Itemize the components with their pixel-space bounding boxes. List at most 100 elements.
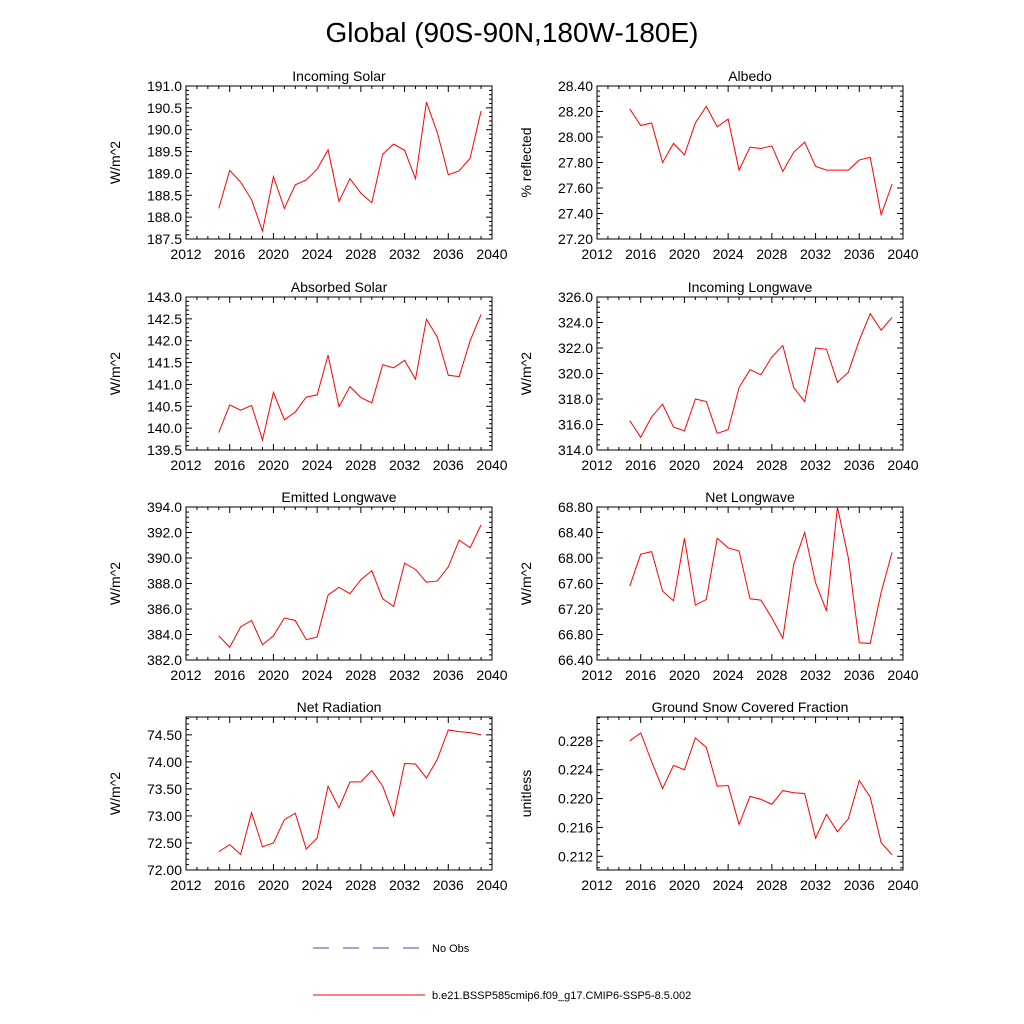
x-tick-label: 2020 [669, 877, 700, 893]
x-tick-label: 2036 [433, 667, 464, 683]
legend-model-label: b.e21.BSSP585cmip6.f09_g17.CMIP6-SSP5-8.… [432, 990, 691, 1002]
y-tick-label: 143.0 [147, 289, 182, 305]
x-tick-label: 2012 [581, 667, 612, 683]
x-tick-label: 2028 [345, 457, 376, 473]
x-tick-label: 2020 [258, 667, 289, 683]
plot-frame [596, 296, 904, 451]
series-line [218, 729, 482, 856]
x-tick-label: 2024 [713, 457, 744, 473]
panel-title: Incoming Longwave [688, 279, 813, 295]
y-tick-label: 191.0 [147, 78, 182, 94]
x-tick-label: 2032 [389, 877, 420, 893]
y-tick-label: 73.00 [147, 808, 182, 824]
y-tick-label: 66.80 [558, 627, 593, 643]
y-axis-label: W/m^2 [518, 352, 534, 395]
chart-panel-7: Net Radiation W/m^2 2012 2016 2020 2024 2028 20… [107, 699, 508, 893]
x-tick-label: 2024 [713, 877, 744, 893]
legend: No Obs b.e21.BSSP585cmip6.f09_g17.CMIP6-… [313, 943, 691, 1002]
y-tick-label: 318.0 [558, 391, 593, 407]
x-tick-label: 2032 [800, 246, 831, 262]
x-tick-label: 2032 [389, 667, 420, 683]
x-tick-label: 2036 [433, 877, 464, 893]
plot-frame [185, 506, 493, 661]
y-tick-label: 382.0 [147, 652, 182, 668]
y-tick-label: 0.216 [558, 819, 593, 835]
x-tick-label: 2028 [345, 877, 376, 893]
x-tick-label: 2012 [581, 457, 612, 473]
x-tick-label: 2016 [625, 246, 656, 262]
series-line [629, 105, 893, 217]
y-axis-label: W/m^2 [107, 562, 123, 605]
panel-title: Albedo [728, 68, 772, 84]
y-tick-label: 28.00 [558, 129, 593, 145]
chart-panel-5: Emitted Longwave W/m^2 2012 2016 2020 2024 202… [107, 489, 508, 683]
x-tick-label: 2020 [669, 457, 700, 473]
y-tick-label: 73.50 [147, 781, 182, 797]
chart-panel-1: Incoming Solar W/m^2 2012 2016 2020 2024 2028 2… [107, 68, 508, 262]
series-line [629, 506, 893, 644]
y-tick-label: 27.40 [558, 206, 593, 222]
panel-title: Absorbed Solar [291, 279, 388, 295]
y-tick-label: 142.5 [147, 311, 182, 327]
y-tick-label: 139.5 [147, 442, 182, 458]
y-tick-label: 68.80 [558, 499, 593, 515]
x-tick-label: 2016 [625, 457, 656, 473]
x-tick-label: 2020 [669, 246, 700, 262]
y-tick-label: 67.60 [558, 576, 593, 592]
x-tick-label: 2016 [214, 457, 245, 473]
x-tick-label: 2032 [800, 877, 831, 893]
y-tick-label: 392.0 [147, 525, 182, 541]
panel-title: Ground Snow Covered Fraction [652, 699, 849, 715]
y-tick-label: 74.00 [147, 754, 182, 770]
x-tick-label: 2028 [756, 667, 787, 683]
series-line [629, 312, 893, 439]
x-tick-label: 2036 [844, 877, 875, 893]
x-tick-label: 2040 [476, 457, 507, 473]
x-tick-label: 2012 [170, 246, 201, 262]
plot-frame [596, 506, 904, 661]
x-tick-label: 2012 [170, 457, 201, 473]
y-tick-label: 320.0 [558, 366, 593, 382]
x-tick-label: 2032 [800, 457, 831, 473]
x-tick-label: 2036 [433, 457, 464, 473]
y-tick-label: 394.0 [147, 499, 182, 515]
x-tick-label: 2024 [713, 667, 744, 683]
x-tick-label: 2036 [844, 246, 875, 262]
x-tick-label: 2016 [214, 877, 245, 893]
y-tick-label: 384.0 [147, 627, 182, 643]
x-tick-label: 2024 [302, 246, 333, 262]
y-tick-label: 324.0 [558, 315, 593, 331]
y-tick-label: 388.0 [147, 576, 182, 592]
y-tick-label: 141.5 [147, 355, 182, 371]
chart-panel-6: Net Longwave W/m^2 2012 2016 2020 2024 2028 203… [518, 489, 919, 683]
y-tick-label: 386.0 [147, 601, 182, 617]
y-tick-label: 322.0 [558, 340, 593, 356]
x-tick-label: 2032 [389, 457, 420, 473]
x-tick-label: 2040 [887, 246, 918, 262]
x-tick-label: 2024 [302, 667, 333, 683]
x-tick-label: 2032 [389, 246, 420, 262]
chart-panel-2: Albedo % reflected 2012 2016 2020 2024 2028 203… [518, 68, 919, 262]
panel-title: Emitted Longwave [281, 489, 396, 505]
x-tick-label: 2040 [476, 877, 507, 893]
x-tick-label: 2032 [800, 667, 831, 683]
y-tick-label: 189.5 [147, 144, 182, 160]
x-tick-label: 2036 [433, 246, 464, 262]
plot-frame [185, 296, 493, 451]
y-tick-label: 188.5 [147, 187, 182, 203]
x-tick-label: 2012 [170, 877, 201, 893]
x-tick-label: 2012 [170, 667, 201, 683]
x-tick-label: 2040 [887, 667, 918, 683]
x-tick-label: 2040 [476, 246, 507, 262]
x-tick-label: 2028 [756, 877, 787, 893]
y-tick-label: 72.50 [147, 835, 182, 851]
y-tick-label: 140.0 [147, 420, 182, 436]
x-tick-label: 2020 [669, 667, 700, 683]
y-tick-label: 142.0 [147, 333, 182, 349]
y-tick-label: 326.0 [558, 289, 593, 305]
figure-title: Global (90S-90N,180W-180E) [325, 17, 698, 48]
chart-panel-3: Absorbed Solar W/m^2 2012 2016 2020 2024 2028 2… [107, 279, 508, 473]
y-tick-label: 66.40 [558, 652, 593, 668]
y-tick-label: 27.20 [558, 231, 593, 247]
